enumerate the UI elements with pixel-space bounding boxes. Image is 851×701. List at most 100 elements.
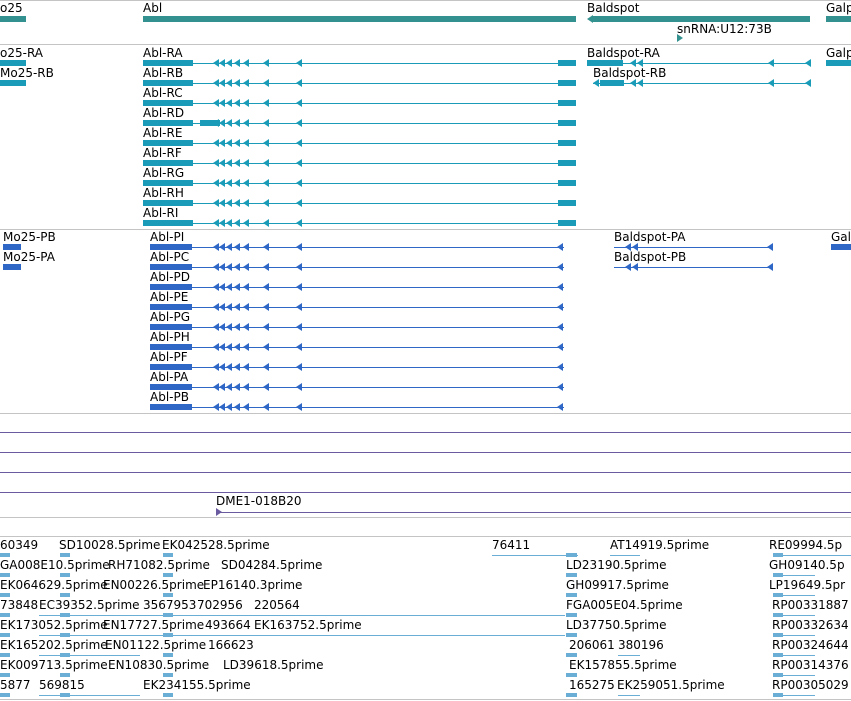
est-label[interactable]: 493664	[205, 618, 251, 632]
transcript-label[interactable]: Abl-RD	[143, 106, 185, 120]
protein-segment-marker	[226, 243, 232, 251]
transcript-label[interactable]: Abl-RH	[143, 186, 184, 200]
est-label[interactable]: EN17727.5prime	[103, 618, 205, 632]
protein-label[interactable]: Mo25-PB	[3, 230, 56, 244]
est-label[interactable]: GH09917.5prime	[566, 578, 669, 592]
est-label[interactable]: RP00332634	[772, 618, 849, 632]
protein-label[interactable]: Abl-PF	[150, 350, 188, 364]
est-label[interactable]: 76411	[492, 538, 531, 552]
transcript-label[interactable]: Abl-RF	[143, 146, 182, 160]
gene-label-galp[interactable]: Galp	[826, 1, 851, 15]
est-label[interactable]: 5877	[0, 678, 31, 692]
protein-label[interactable]: Baldspot-PA	[614, 230, 686, 244]
est-label[interactable]: GH09140.5p	[769, 558, 845, 572]
est-label[interactable]: EK157855.5prime	[569, 658, 677, 672]
transcript-label[interactable]: Abl-RG	[143, 166, 185, 180]
est-label[interactable]: EK173052.5prime	[0, 618, 108, 632]
transcript-label[interactable]: Abl-RC	[143, 86, 183, 100]
protein-label[interactable]: Gal	[831, 230, 851, 244]
gene-label-snrna[interactable]: snRNA:U12:73B	[677, 22, 772, 36]
protein-label[interactable]: Abl-PD	[150, 270, 190, 284]
transcript-label[interactable]: Baldspot-RB	[593, 66, 667, 80]
protein-segment-marker	[213, 283, 219, 291]
transcript-exon-marker	[219, 79, 225, 87]
transcript-label[interactable]: Galp	[826, 46, 851, 60]
gene-label-abl[interactable]: Abl	[143, 1, 163, 15]
gene-label-mo25[interactable]: o25	[0, 1, 23, 15]
est-label[interactable]: 166623	[208, 638, 254, 652]
est-label[interactable]: 220564	[254, 598, 300, 612]
gene-label-baldspot[interactable]: Baldspot	[587, 1, 640, 15]
est-label[interactable]: LD23190.5prime	[566, 558, 667, 572]
protein-label[interactable]: Abl-PG	[150, 310, 191, 324]
protein-label[interactable]: Abl-PE	[150, 290, 189, 304]
transcript-exon-marker	[226, 99, 232, 107]
est-label[interactable]: EK259051.5prime	[617, 678, 725, 692]
est-label[interactable]: FGA005E04.5prime	[566, 598, 683, 612]
transcript-label[interactable]: Baldspot-RA	[587, 46, 660, 60]
transcript-label[interactable]: Abl-RB	[143, 66, 184, 80]
est-label[interactable]: RP00305029	[772, 678, 849, 692]
transcript-exon-marker	[243, 99, 249, 107]
est-label[interactable]: SD10028.5prime	[59, 538, 161, 552]
protein-label[interactable]: Abl-PA	[150, 370, 189, 384]
est-label[interactable]: 206061	[569, 638, 615, 652]
clone-label[interactable]: DME1-018B20	[216, 494, 302, 508]
transcript-exon-marker	[213, 79, 219, 87]
est-label[interactable]: EN10830.5prime	[108, 658, 210, 672]
protein-label[interactable]: Mo25-PA	[3, 250, 55, 264]
transcript-exon-abl	[143, 200, 193, 206]
transcript-label[interactable]: o25-RA	[0, 46, 44, 60]
est-glyph	[163, 693, 173, 697]
protein-label[interactable]: Abl-PI	[150, 230, 185, 244]
est-label[interactable]: 569815	[39, 678, 85, 692]
est-label[interactable]: GA008E10.5prime	[0, 558, 110, 572]
est-label[interactable]: EK234155.5prime	[143, 678, 251, 692]
est-label[interactable]: RH71082.5prime	[108, 558, 210, 572]
protein-label[interactable]: Abl-PB	[150, 390, 189, 404]
est-label[interactable]: EK163752.5prime	[254, 618, 362, 632]
est-label[interactable]: AT14919.5prime	[610, 538, 710, 552]
protein-label[interactable]: Abl-PC	[150, 250, 190, 264]
transcript-exon-abl	[558, 60, 576, 66]
est-label[interactable]: EC39352.5prime	[39, 598, 140, 612]
transcript-exon-marker	[243, 79, 249, 87]
transcript-label[interactable]: Abl-RA	[143, 46, 183, 60]
est-label[interactable]: EP16140.3prime	[203, 578, 303, 592]
est-label[interactable]: 3567953	[143, 598, 197, 612]
transcript-label[interactable]: Mo25-RB	[0, 66, 54, 80]
protein-segment-marker	[234, 383, 240, 391]
est-glyph	[0, 673, 10, 677]
est-label[interactable]: LD39618.5prime	[223, 658, 324, 672]
transcript-exon-marker	[219, 119, 225, 127]
est-label[interactable]: 73848	[0, 598, 39, 612]
est-label[interactable]: 165275	[569, 678, 615, 692]
protein-label[interactable]: Baldspot-PB	[614, 250, 687, 264]
est-label[interactable]: RP00314376	[772, 658, 849, 672]
transcript-exon-abl	[558, 80, 576, 86]
est-label[interactable]: LD37750.5prime	[566, 618, 667, 632]
est-label[interactable]: 702956	[197, 598, 243, 612]
est-label[interactable]: EK009713.5prime	[0, 658, 108, 672]
est-label[interactable]: RP00331887	[772, 598, 849, 612]
est-label[interactable]: EN01122.5prime	[105, 638, 207, 652]
transcript-exon-marker	[296, 79, 302, 87]
protein-segment-marker	[243, 363, 249, 371]
est-label[interactable]: 380196	[618, 638, 664, 652]
est-label[interactable]: EK042528.5prime	[162, 538, 270, 552]
transcript-exon-baldspot	[600, 80, 624, 86]
protein-segment-marker	[767, 243, 773, 251]
gene-arrow-baldspot	[587, 15, 593, 23]
est-label[interactable]: EK165202.5prime	[0, 638, 108, 652]
est-label[interactable]: 60349	[0, 538, 39, 552]
est-label[interactable]: SD04284.5prime	[221, 558, 323, 572]
est-label[interactable]: LP19649.5pr	[769, 578, 846, 592]
est-label[interactable]: RE09994.5p	[769, 538, 843, 552]
protein-label[interactable]: Abl-PH	[150, 330, 190, 344]
transcript-label[interactable]: Abl-RE	[143, 126, 183, 140]
est-label[interactable]: RP00324644	[772, 638, 849, 652]
est-label[interactable]: EK064629.5prime	[0, 578, 108, 592]
est-label[interactable]: EN00226.5prime	[103, 578, 205, 592]
transcript-label[interactable]: Abl-RI	[143, 206, 179, 220]
transcript-exon-marker	[234, 139, 240, 147]
